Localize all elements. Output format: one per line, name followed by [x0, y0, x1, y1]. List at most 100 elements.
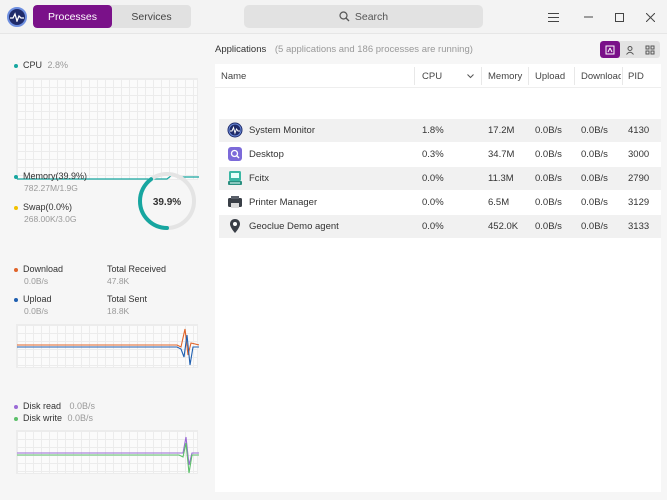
process-memory: 11.3M: [488, 173, 514, 184]
table-row[interactable]: System Monitor 1.8% 17.2M 0.0B/s 0.0B/s …: [219, 119, 661, 142]
process-cpu: 0.3%: [422, 149, 444, 160]
tab-services[interactable]: Services: [131, 10, 172, 23]
disk-read-legend-dot: [14, 404, 18, 409]
applications-title: Applications: [215, 44, 267, 55]
download-legend-dot: [14, 267, 18, 272]
grid-icon: [645, 45, 655, 54]
sort-chevron-down-icon[interactable]: [467, 74, 474, 79]
process-table: Name CPU Memory Upload Download PID Syst…: [215, 64, 661, 492]
total-sent-label: Total Sent: [107, 294, 148, 304]
desktop-icon: [228, 147, 242, 161]
applications-view-button[interactable]: [600, 41, 620, 58]
process-memory: 34.7M: [488, 149, 515, 160]
upload-legend-dot: [14, 297, 18, 302]
process-download: 0.0B/s: [581, 197, 608, 208]
minimize-button[interactable]: [580, 9, 596, 25]
column-header-download[interactable]: Download: [581, 71, 621, 82]
column-header-download-clip: Download: [581, 71, 621, 82]
column-header-name[interactable]: Name: [221, 71, 247, 82]
cpu-label: CPU 2.8%: [14, 60, 68, 70]
process-pid: 3133: [628, 221, 650, 232]
swap-legend-dot: [14, 205, 18, 210]
memory-gauge-arc: [138, 172, 196, 230]
process-pid: 2790: [628, 173, 650, 184]
process-upload: 0.0B/s: [535, 173, 562, 184]
user-icon: [626, 45, 634, 55]
process-name: Desktop: [249, 149, 284, 160]
printer-icon: [228, 196, 242, 208]
memory-gauge-label: 39.9%: [153, 197, 181, 208]
process-pid: 4130: [628, 125, 650, 136]
column-divider[interactable]: [414, 67, 415, 85]
minimize-icon: [583, 16, 593, 18]
process-upload: 0.0B/s: [535, 125, 562, 136]
tab-processes[interactable]: Processes: [33, 5, 112, 28]
memory-detail: 782.27M/1.9G: [24, 183, 78, 193]
memory-legend-dot: [14, 174, 18, 179]
column-header-upload[interactable]: Upload: [535, 71, 566, 82]
close-icon: [645, 12, 655, 22]
maximize-icon: [614, 12, 624, 22]
search-placeholder: Search: [354, 10, 389, 23]
process-memory: 452.0K: [488, 221, 519, 232]
column-divider[interactable]: [528, 67, 529, 85]
process-download: 0.0B/s: [581, 125, 608, 136]
table-header: Name CPU Memory Upload Download PID: [215, 64, 661, 88]
column-divider[interactable]: [574, 67, 575, 85]
disk-chart: [16, 430, 199, 474]
search-icon: [339, 11, 350, 22]
download-line: [17, 328, 199, 356]
disk-write-line: [17, 442, 199, 474]
fcitx-icon: [228, 171, 242, 185]
system-monitor-icon: [227, 122, 243, 138]
process-memory: 6.5M: [488, 197, 510, 208]
close-button[interactable]: [642, 9, 658, 25]
process-upload: 0.0B/s: [535, 149, 562, 160]
hamburger-menu-icon: [547, 12, 559, 22]
application-view-icon: [605, 45, 615, 54]
upload-line: [17, 334, 199, 366]
column-divider[interactable]: [622, 67, 623, 85]
my-processes-view-button[interactable]: [620, 41, 640, 58]
applications-panel: Applications (5 applications and 186 pro…: [215, 34, 661, 492]
column-header-pid[interactable]: PID: [628, 71, 644, 82]
process-pid: 3129: [628, 197, 650, 208]
location-pin-icon: [230, 219, 240, 233]
disk-write-legend-dot: [14, 416, 18, 421]
column-header-cpu[interactable]: CPU: [422, 71, 443, 82]
table-row[interactable]: Fcitx 0.0% 11.3M 0.0B/s 0.0B/s 2790: [219, 167, 661, 190]
disk-write-value: 0.0B/s: [67, 413, 94, 423]
process-name: Geoclue Demo agent: [249, 221, 339, 232]
process-name: Printer Manager: [249, 197, 318, 208]
view-toggle: [600, 41, 660, 58]
system-monitor-logo-icon: [7, 7, 27, 27]
cpu-legend-dot: [14, 63, 18, 68]
total-received-value: 47.8K: [107, 276, 130, 286]
all-processes-view-button[interactable]: [640, 41, 660, 58]
table-row[interactable]: Geoclue Demo agent 0.0% 452.0K 0.0B/s 0.…: [219, 215, 661, 238]
table-row[interactable]: Printer Manager 0.0% 6.5M 0.0B/s 0.0B/s …: [219, 191, 661, 214]
download-label: Download: [14, 264, 63, 274]
process-name: Fcitx: [249, 173, 270, 184]
upload-label: Upload: [14, 294, 52, 304]
process-cpu: 0.0%: [422, 173, 444, 184]
view-tabs: Processes Services: [33, 5, 191, 28]
maximize-button[interactable]: [611, 9, 627, 25]
network-chart: [16, 324, 199, 368]
process-memory: 17.2M: [488, 125, 515, 136]
process-pid: 3000: [628, 149, 650, 160]
search-input[interactable]: Search: [244, 5, 483, 28]
download-value: 0.0B/s: [24, 276, 49, 286]
column-divider[interactable]: [481, 67, 482, 85]
column-header-memory[interactable]: Memory: [488, 71, 523, 82]
applications-header: Applications (5 applications and 186 pro…: [215, 44, 473, 55]
swap-label: Swap(0.0%): [14, 202, 72, 212]
process-upload: 0.0B/s: [535, 197, 562, 208]
memory-label: Memory(39.9%): [14, 171, 87, 181]
process-download: 0.0B/s: [581, 221, 608, 232]
table-row[interactable]: Desktop 0.3% 34.7M 0.0B/s 0.0B/s 3000: [219, 143, 661, 166]
cpu-chart: [16, 78, 199, 180]
menu-button[interactable]: [545, 9, 561, 25]
disk-read-label: Disk read 0.0B/s: [14, 401, 95, 411]
total-received-label: Total Received: [107, 264, 167, 274]
